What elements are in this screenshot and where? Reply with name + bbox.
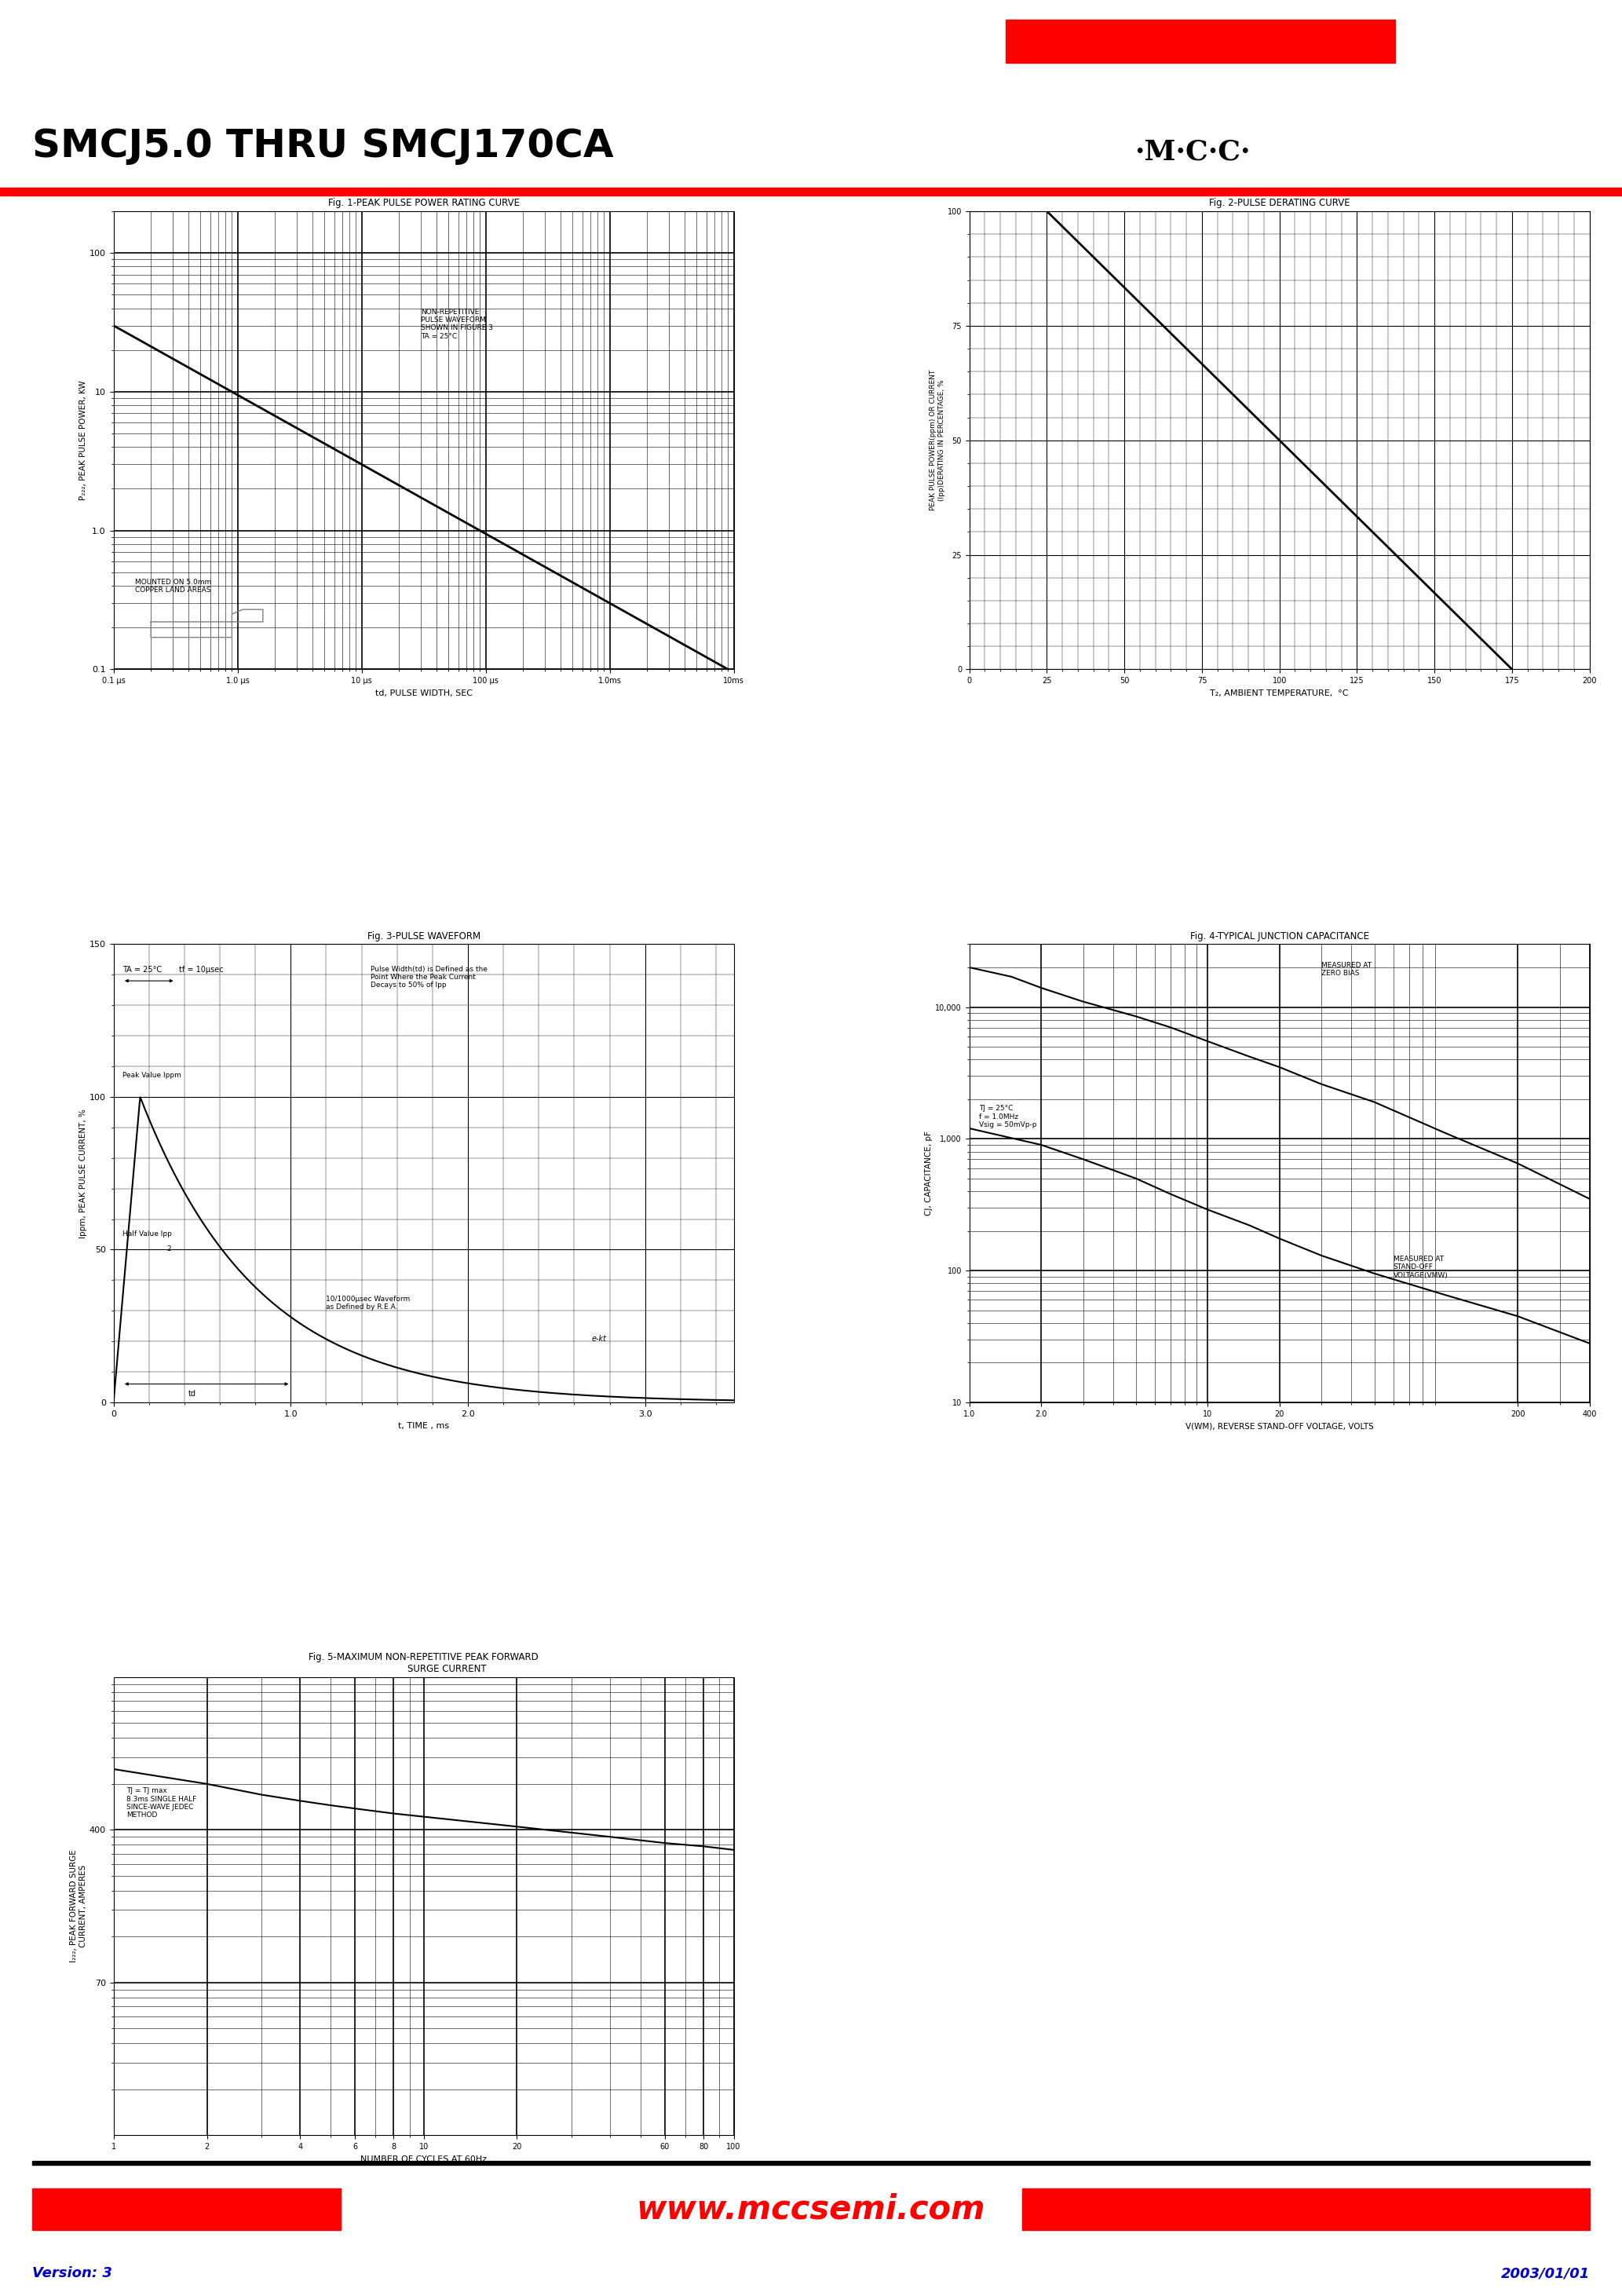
Title: Fig. 5-MAXIMUM NON-REPETITIVE PEAK FORWARD
                SURGE CURRENT: Fig. 5-MAXIMUM NON-REPETITIVE PEAK FORWA…: [308, 1653, 539, 1674]
X-axis label: t, TIME , ms: t, TIME , ms: [397, 1421, 449, 1430]
Bar: [0, 188, 1622, 195]
X-axis label: V(WM), REVERSE STAND-OFF VOLTAGE, VOLTS: V(WM), REVERSE STAND-OFF VOLTAGE, VOLTS: [1186, 1421, 1374, 1430]
Y-axis label: Ippm, PEAK PULSE CURRENT, %: Ippm, PEAK PULSE CURRENT, %: [79, 1109, 88, 1238]
Text: TJ = TJ max
8.3ms SINGLE HALF
SINCE-WAVE JEDEC
METHOD: TJ = TJ max 8.3ms SINGLE HALF SINCE-WAVE…: [127, 1786, 196, 1818]
Text: Pulse Width(td) is Defined as the
Point Where the Peak Current
Decays to 50% of : Pulse Width(td) is Defined as the Point …: [370, 967, 487, 990]
Bar: [32, 2161, 1590, 2165]
Text: MEASURED AT
STAND-OFF
VOLTAGE(VMW): MEASURED AT STAND-OFF VOLTAGE(VMW): [1393, 1256, 1448, 1279]
Text: Version: 3: Version: 3: [32, 2266, 112, 2280]
Y-axis label: PEAK PULSE POWER(ppm) OR CURRENT
(Ipp)DERATING IN PERCENTAGE, %: PEAK PULSE POWER(ppm) OR CURRENT (Ipp)DE…: [929, 370, 946, 510]
Text: TJ = 25°C
f = 1.0MHz
Vsig = 50mVp-p: TJ = 25°C f = 1.0MHz Vsig = 50mVp-p: [980, 1104, 1036, 1130]
Text: ·M·C·C·: ·M·C·C·: [1134, 138, 1251, 165]
Text: 2: 2: [167, 1247, 170, 1254]
X-axis label: td, PULSE WIDTH, SEC: td, PULSE WIDTH, SEC: [375, 689, 472, 698]
Text: www.mccsemi.com: www.mccsemi.com: [636, 2193, 986, 2225]
Title: Fig. 2-PULSE DERATING CURVE: Fig. 2-PULSE DERATING CURVE: [1208, 197, 1350, 209]
X-axis label: T₂, AMBIENT TEMPERATURE,  °C: T₂, AMBIENT TEMPERATURE, °C: [1210, 689, 1350, 698]
Bar: [32, 2188, 341, 2229]
Text: 2003/01/01: 2003/01/01: [1500, 2266, 1590, 2280]
Title: Fig. 4-TYPICAL JUNCTION CAPACITANCE: Fig. 4-TYPICAL JUNCTION CAPACITANCE: [1191, 930, 1369, 941]
Bar: [1022, 2188, 1590, 2229]
Text: Half Value Ipp: Half Value Ipp: [122, 1231, 172, 1238]
Text: SMCJ5.0 THRU SMCJ170CA: SMCJ5.0 THRU SMCJ170CA: [32, 129, 613, 165]
Text: tf = 10µsec: tf = 10µsec: [178, 967, 224, 974]
Title: Fig. 3-PULSE WAVEFORM: Fig. 3-PULSE WAVEFORM: [367, 930, 480, 941]
Title: Fig. 1-PEAK PULSE POWER RATING CURVE: Fig. 1-PEAK PULSE POWER RATING CURVE: [328, 197, 519, 209]
Y-axis label: P₂₂₂, PEAK PULSE POWER, KW: P₂₂₂, PEAK PULSE POWER, KW: [79, 381, 88, 501]
Text: TA = 25°C: TA = 25°C: [122, 967, 162, 974]
Y-axis label: CJ, CAPACITANCE, pF: CJ, CAPACITANCE, pF: [925, 1132, 933, 1215]
Text: e-kt: e-kt: [592, 1334, 607, 1343]
X-axis label: NUMBER OF CYCLES AT 60Hz: NUMBER OF CYCLES AT 60Hz: [360, 2156, 487, 2163]
Text: td: td: [188, 1389, 196, 1398]
Text: MEASURED AT
ZERO BIAS: MEASURED AT ZERO BIAS: [1322, 962, 1372, 978]
Bar: [1006, 18, 1395, 62]
Text: MOUNTED ON 5.0mm
COPPER LAND AREAS: MOUNTED ON 5.0mm COPPER LAND AREAS: [135, 579, 212, 595]
Text: 10/1000µsec Waveform
as Defined by R.E.A.: 10/1000µsec Waveform as Defined by R.E.A…: [326, 1295, 410, 1311]
Text: Peak Value Ippm: Peak Value Ippm: [122, 1072, 182, 1079]
Y-axis label: I₂₂₂, PEAK FORWARD SURGE
CURRENT, AMPERES: I₂₂₂, PEAK FORWARD SURGE CURRENT, AMPERE…: [70, 1851, 88, 1963]
Text: NON-REPETITIVE
PULSE WAVEFORM
SHOWN IN FIGURE 3
TA = 25°C: NON-REPETITIVE PULSE WAVEFORM SHOWN IN F…: [420, 308, 493, 340]
